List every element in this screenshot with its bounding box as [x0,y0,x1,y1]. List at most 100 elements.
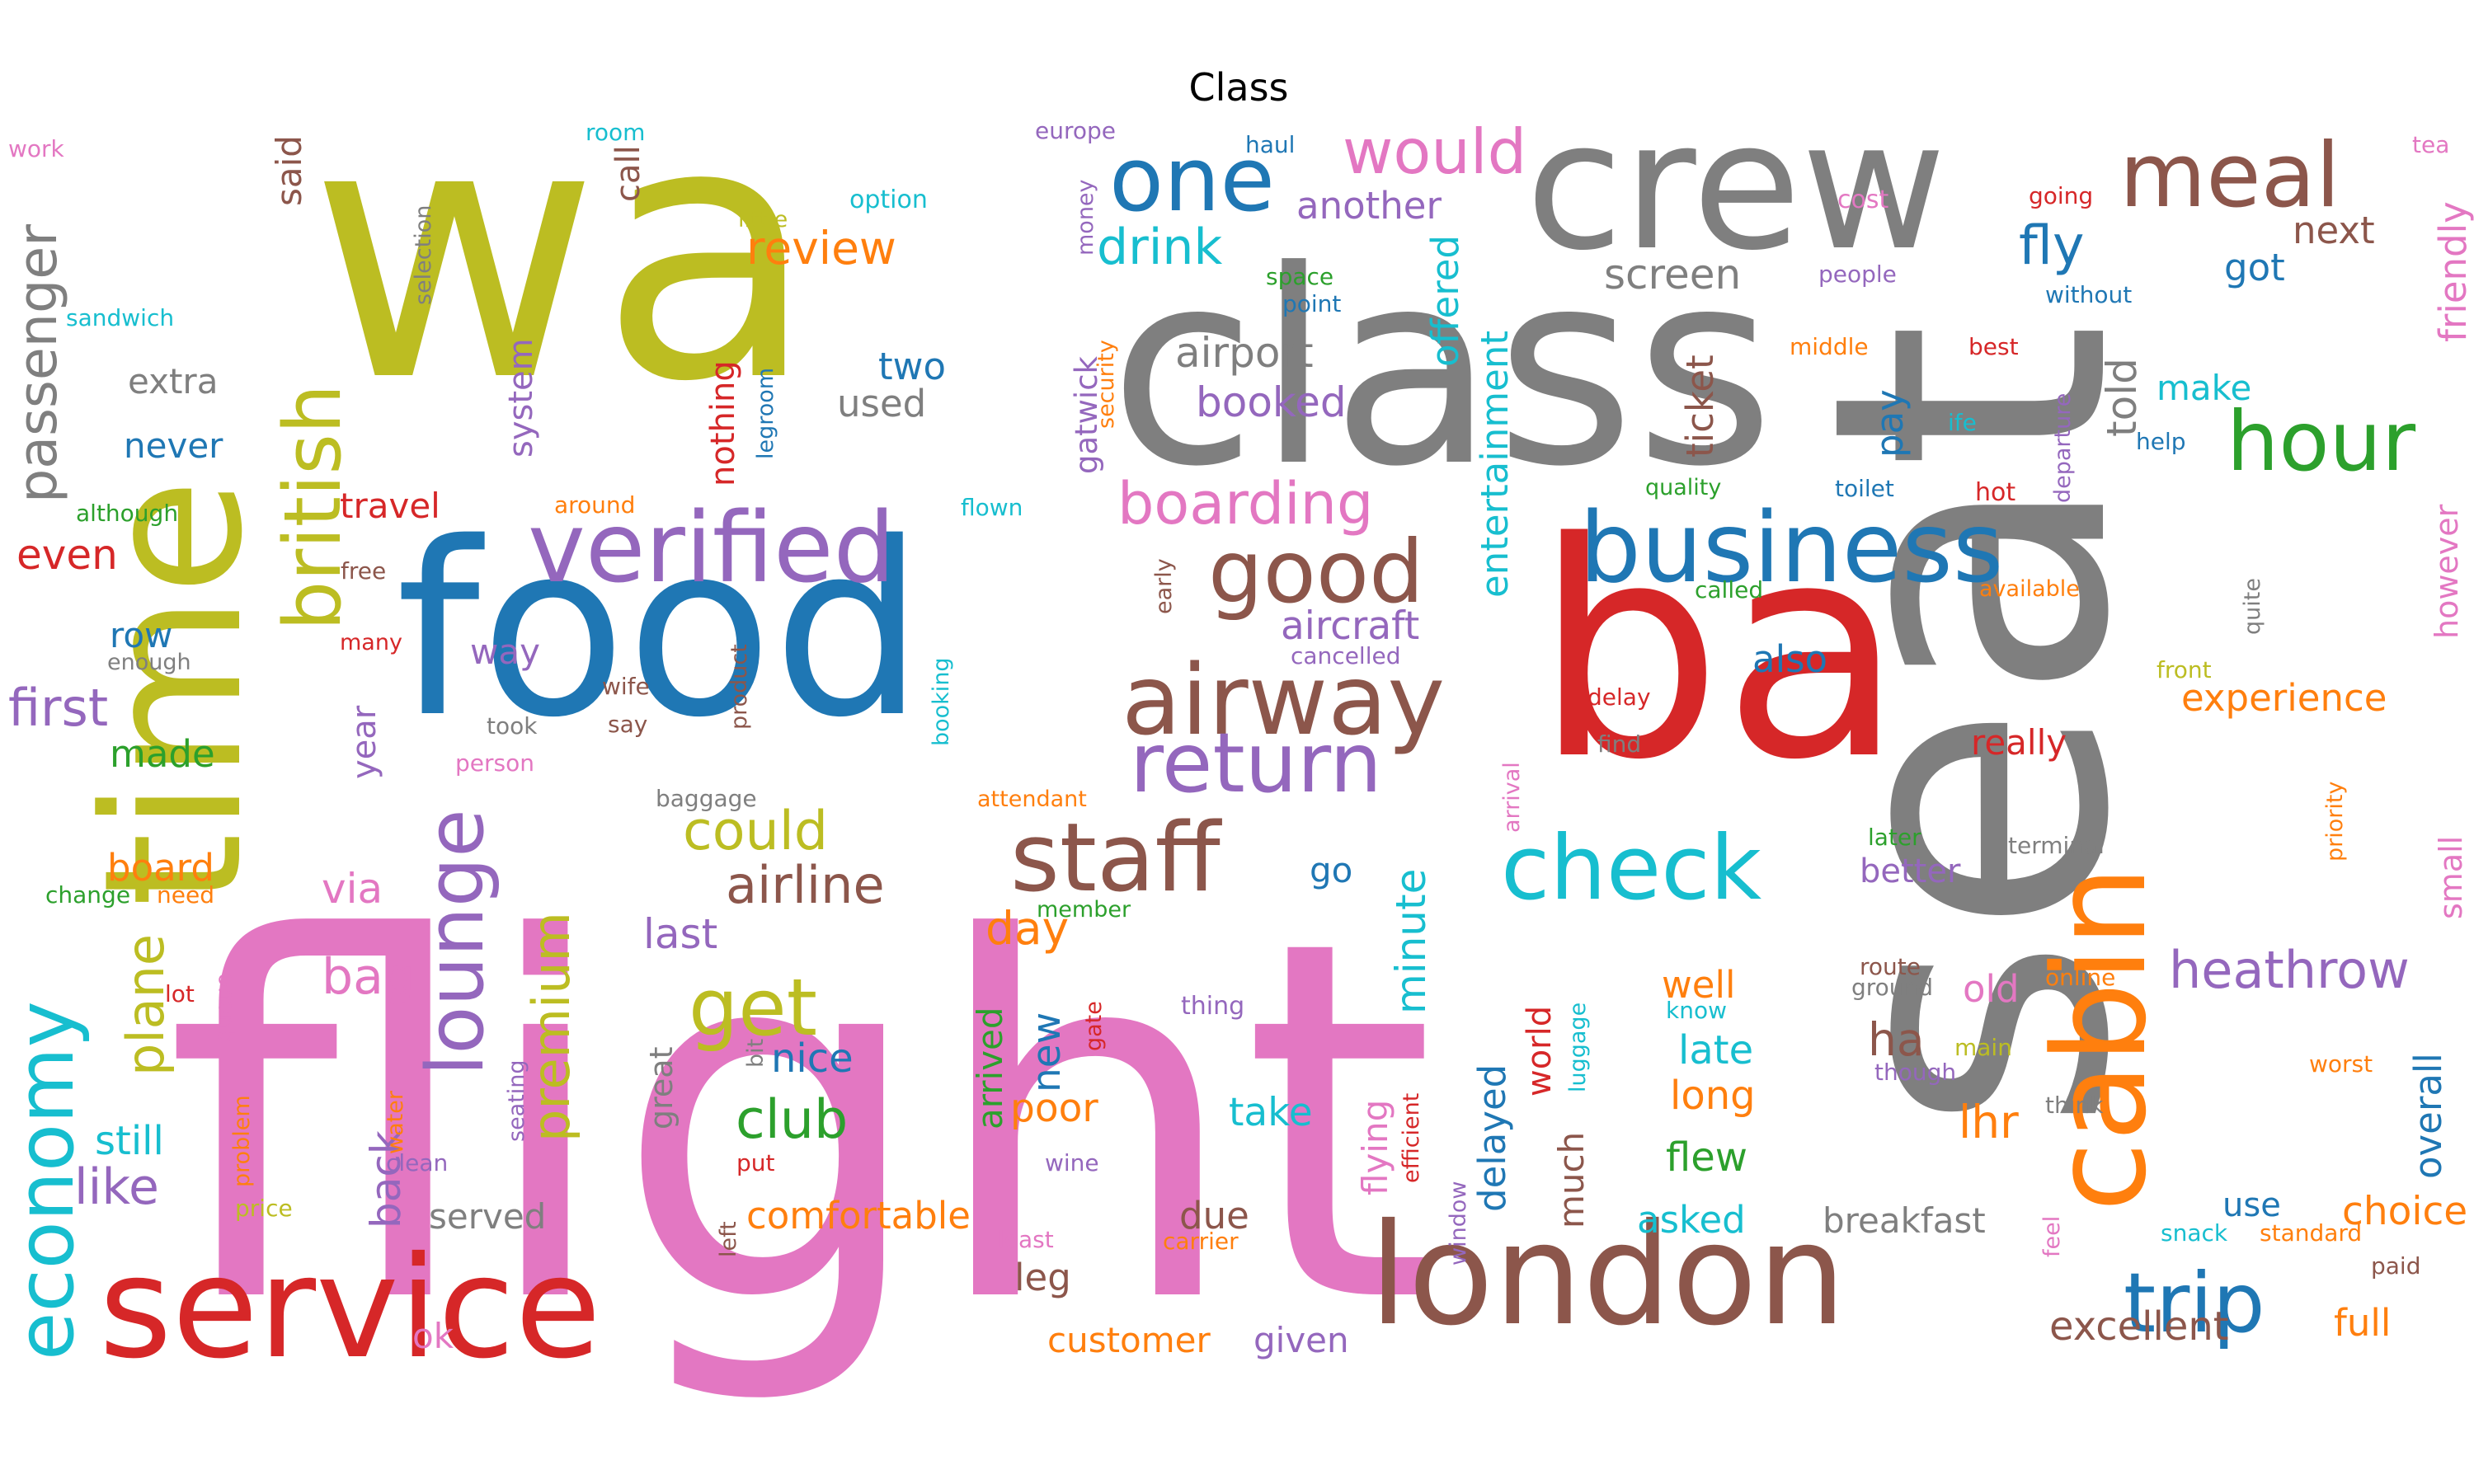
word-travel: travel [340,486,440,526]
word-quality: quality [1645,475,1721,500]
word-think: think [2045,1092,2104,1119]
word-least: least [998,1226,1054,1253]
word-product: product [727,644,752,730]
word-going: going [2029,182,2093,209]
word-excellent: excellent [2049,1303,2229,1350]
word-ife: ife [1948,409,1977,436]
word-friendly: friendly [2431,201,2474,342]
word-put: put [736,1149,775,1176]
word-gatwick: gatwick [1069,355,1104,474]
word-even: even [16,531,118,579]
word-wine: wine [1045,1149,1099,1176]
word-carrier: carrier [1163,1228,1239,1255]
word-served: served [429,1196,546,1237]
word-wa: wa [309,47,816,459]
word-due: due [1179,1194,1249,1237]
word-crew: crew [1526,82,1946,289]
word-one: one [1109,129,1275,232]
word-make: make [2157,368,2251,408]
word-overall: overall [2406,1053,2450,1179]
word-best: best [1968,333,2019,360]
word-airway: airway [1122,643,1445,757]
word-back: back [362,1130,410,1228]
word-london: london [1369,1194,1846,1357]
word-would: would [1343,115,1526,188]
word-however: however [2429,504,2465,639]
word-lot: lot [165,980,195,1007]
word-attendant: attendant [977,787,1087,812]
word-say: say [608,711,647,738]
word-water: water [383,1090,408,1154]
word-aircraft: aircraft [1281,603,1419,649]
word-new: new [1024,1012,1070,1092]
word-front: front [2157,656,2212,683]
word-row: row [110,615,172,655]
word-much: much [1551,1132,1592,1228]
word-enough: enough [107,650,191,675]
word-standard: standard [2260,1219,2362,1247]
word-experience: experience [2181,676,2387,720]
word-option: option [849,186,928,214]
word-plane: plane [115,934,176,1076]
word-hot: hot [1975,478,2015,507]
word-verified: verified [528,491,896,604]
word-next: next [2293,209,2375,252]
word-bag: bag [322,948,415,1006]
word-get: get [689,963,817,1054]
word-old: old [1963,967,2020,1011]
word-seat: seat [1752,322,2193,1134]
word-snack: snack [2161,1219,2228,1247]
word-lhr: lhr [1959,1096,2019,1148]
word-security: security [1094,340,1119,429]
word-poor: poor [1010,1086,1098,1131]
word-thing: thing [1181,992,1244,1021]
word-food: food [396,492,924,770]
word-baggage: baggage [656,785,757,812]
word-ticket: ticket [1678,355,1722,458]
word-full: full [2334,1301,2391,1345]
word-first: first [8,678,108,738]
word-main: main [1954,1034,2012,1061]
word-price: price [235,1195,293,1222]
word-trip: trip [2124,1255,2265,1351]
word-room: room [586,119,645,146]
word-got: got [2224,246,2285,289]
word-help: help [2136,428,2186,455]
word-route: route [1860,953,1921,980]
word-cost: cost [1837,186,1888,214]
word-use: use [2222,1186,2281,1224]
word-via: via [322,865,383,913]
word-called: called [1695,576,1763,603]
word-choice: choice [2342,1189,2467,1234]
word-better: better [1860,852,1961,890]
word-boarding: boarding [1117,470,1373,538]
word-nice: nice [771,1036,854,1082]
word-two: two [878,345,946,388]
word-tea: tea [2412,131,2449,158]
word-made: made [110,732,215,776]
word-terminal: terminal [2008,832,2105,859]
word-window: window [1446,1181,1471,1266]
word-year: year [346,705,383,779]
word-another: another [1296,184,1442,228]
word-nothing: nothing [704,360,742,486]
word-pay: pay [1868,389,1912,458]
word-flight: flight [165,835,1436,1411]
word-class: class [1109,213,1775,525]
word-space: space [1266,263,1333,290]
word-asked: asked [1637,1198,1746,1242]
word-many: many [340,630,402,655]
word-airline: airline [726,855,885,915]
word-screen: screen [1604,251,1741,298]
word-without: without [2045,281,2132,308]
word-europe: europe [1035,117,1116,144]
word-told: told [2098,358,2146,437]
word-system: system [502,338,540,458]
word-efficient: efficient [1399,1093,1424,1183]
word-ground: ground [1851,974,1933,1001]
word-problem: problem [229,1095,255,1187]
word-priority: priority [2322,782,2348,862]
word-fly: fly [2019,215,2084,277]
word-service: service [99,1227,601,1390]
